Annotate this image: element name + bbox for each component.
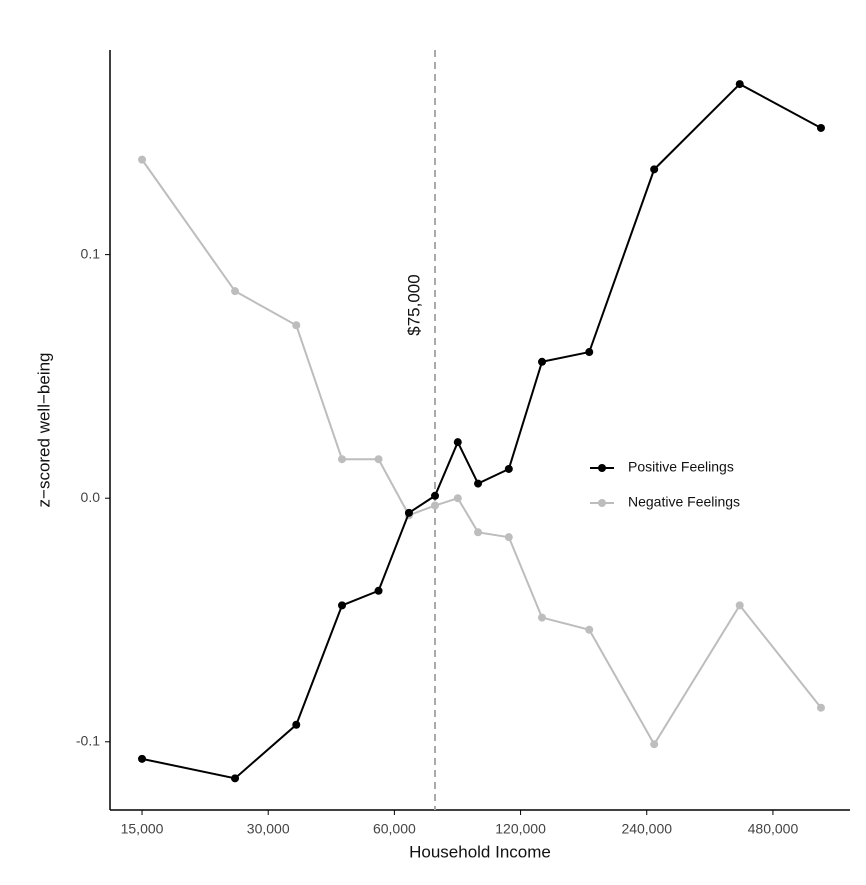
series-line bbox=[141, 82, 822, 780]
point bbox=[292, 321, 301, 330]
point bbox=[338, 455, 347, 464]
point bbox=[816, 703, 825, 712]
point bbox=[138, 155, 147, 164]
point bbox=[735, 80, 744, 89]
point bbox=[474, 479, 483, 488]
point bbox=[538, 613, 547, 622]
point bbox=[538, 357, 547, 366]
x-axis-title: Household Income bbox=[409, 842, 551, 861]
y-tick-label: 0.0 bbox=[81, 489, 101, 505]
point bbox=[504, 464, 513, 473]
point bbox=[650, 740, 659, 749]
point bbox=[431, 501, 440, 510]
point bbox=[585, 348, 594, 357]
x-tick-label: 60,000 bbox=[373, 821, 416, 837]
point bbox=[374, 586, 383, 595]
x-tick-label: 240,000 bbox=[621, 821, 672, 837]
point bbox=[138, 754, 147, 763]
point bbox=[474, 528, 483, 537]
point bbox=[453, 438, 462, 447]
x-tick-label: 480,000 bbox=[748, 821, 799, 837]
point bbox=[374, 455, 383, 464]
y-axis-title: z−scored well−being bbox=[34, 353, 53, 508]
legend-swatch-point bbox=[598, 464, 606, 472]
y-tick-label: 0.1 bbox=[81, 245, 101, 261]
point bbox=[735, 601, 744, 610]
x-tick-label: 30,000 bbox=[247, 821, 290, 837]
point bbox=[431, 491, 440, 500]
point bbox=[292, 720, 301, 729]
y-tick-label: -0.1 bbox=[76, 732, 100, 748]
point bbox=[816, 123, 825, 132]
legend-swatch-point bbox=[598, 499, 606, 507]
point bbox=[404, 508, 413, 517]
point bbox=[504, 533, 513, 542]
reference-label: $75,000 bbox=[404, 274, 423, 335]
legend-label: Positive Feelings bbox=[628, 459, 734, 475]
point bbox=[338, 601, 347, 610]
x-tick-label: 15,000 bbox=[121, 821, 164, 837]
point bbox=[585, 625, 594, 634]
point bbox=[650, 165, 659, 174]
point bbox=[231, 287, 240, 296]
point bbox=[231, 774, 240, 783]
legend-label: Negative Feelings bbox=[628, 494, 740, 510]
x-tick-label: 120,000 bbox=[495, 821, 546, 837]
point bbox=[453, 494, 462, 503]
series-line bbox=[141, 159, 822, 747]
